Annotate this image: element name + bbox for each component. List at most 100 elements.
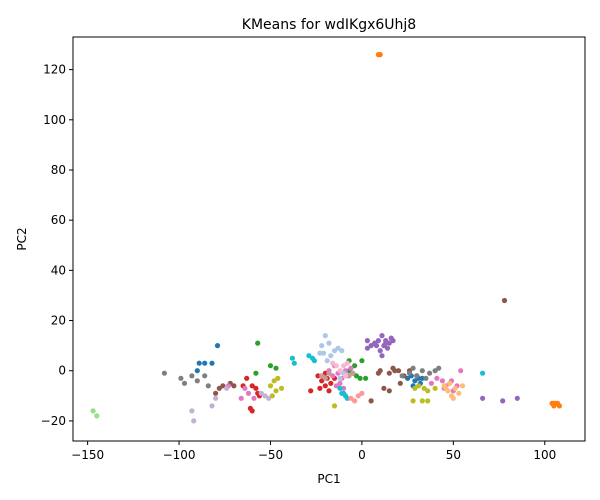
scatter-point-cluster-7 — [414, 373, 420, 379]
scatter-point-cluster-8 — [331, 403, 338, 409]
scatter-point-cluster-8 — [273, 388, 279, 394]
scatter-point-cluster-14 — [262, 393, 268, 399]
scatter-point-cluster-0 — [196, 360, 202, 366]
scatter-point-cluster-8 — [267, 383, 274, 389]
scatter-point-cluster-10 — [317, 350, 323, 356]
scatter-point-cluster-9 — [339, 390, 345, 396]
scatter-point-cluster-5 — [392, 368, 398, 374]
scatter-point-cluster-8 — [410, 398, 416, 404]
scatter-point-cluster-5 — [220, 383, 226, 389]
scatter-point-cluster-5 — [381, 385, 387, 391]
scatter-point-cluster-14 — [266, 395, 272, 401]
scatter-point-cluster-8 — [432, 385, 438, 391]
scatter-point-cluster-11 — [452, 385, 458, 391]
scatter-point-cluster-4 — [480, 395, 486, 401]
scatter-point-cluster-5 — [368, 398, 374, 404]
scatter-point-cluster-5 — [397, 380, 403, 386]
scatter-point-cluster-2 — [353, 373, 359, 379]
scatter-point-cluster-2 — [253, 370, 259, 376]
scatter-point-cluster-6 — [434, 375, 440, 381]
scatter-point-cluster-4 — [379, 353, 385, 359]
points-layer — [90, 52, 563, 424]
x-tick-label: −50 — [258, 448, 283, 462]
scatter-point-cluster-5 — [377, 368, 383, 374]
scatter-point-cluster-10 — [339, 348, 345, 354]
scatter-point-cluster-15 — [346, 373, 352, 379]
y-tick-label: 20 — [51, 314, 66, 328]
x-tick-label: 100 — [533, 448, 556, 462]
scatter-point-cluster-8 — [278, 385, 285, 391]
scatter-point-cluster-9 — [344, 395, 350, 401]
scatter-point-cluster-6 — [428, 380, 434, 386]
scatter-point-cluster-2 — [255, 340, 261, 346]
scatter-point-cluster-16 — [337, 368, 343, 374]
scatter-point-cluster-13 — [352, 398, 358, 404]
scatter-point-cluster-3 — [253, 385, 259, 391]
scatter-point-cluster-11 — [443, 385, 449, 391]
scatter-point-cluster-2 — [267, 363, 274, 369]
scatter-point-cluster-6 — [238, 395, 244, 401]
scatter-point-cluster-14 — [189, 408, 195, 414]
scatter-point-cluster-6 — [439, 378, 445, 384]
scatter-point-cluster-13 — [348, 395, 354, 401]
scatter-point-cluster-9 — [480, 370, 486, 376]
scatter-point-cluster-4 — [373, 343, 380, 349]
y-tick-label: 80 — [51, 163, 66, 177]
scatter-point-cluster-11 — [459, 383, 466, 389]
x-axis-label: PC1 — [317, 472, 340, 486]
scatter-point-cluster-16 — [342, 373, 349, 379]
chart-title: KMeans for wdIKgx6Uhj8 — [242, 17, 416, 33]
scatter-point-cluster-7 — [178, 375, 184, 381]
scatter-point-cluster-3 — [249, 408, 255, 414]
scatter-point-cluster-3 — [244, 375, 250, 381]
scatter-point-cluster-2 — [357, 375, 363, 381]
scatter-point-cluster-6 — [348, 365, 354, 371]
scatter-point-cluster-7 — [427, 370, 433, 376]
scatter-point-cluster-8 — [425, 398, 431, 404]
x-tick-label: 50 — [446, 448, 461, 462]
scatter-point-cluster-8 — [419, 398, 425, 404]
scatter-point-cluster-16 — [341, 363, 347, 369]
scatter-point-cluster-4 — [383, 340, 389, 346]
ticks-layer: −150 −100 −50 0 50 100 −20 0 20 40 60 80 100 120 — [41, 63, 557, 462]
scatter-point-cluster-10 — [319, 343, 325, 349]
scatter-point-cluster-6 — [458, 368, 464, 374]
scatter-point-cluster-1 — [556, 403, 563, 409]
scatter-point-cluster-3 — [317, 385, 323, 391]
scatter-point-cluster-7 — [399, 373, 405, 379]
scatter-point-cluster-2 — [359, 358, 365, 364]
scatter-point-cluster-5 — [386, 370, 392, 376]
scatter-point-cluster-5 — [395, 368, 402, 374]
scatter-point-cluster-7 — [194, 378, 200, 384]
scatter-point-cluster-7 — [419, 368, 425, 374]
scatter-point-cluster-7 — [202, 373, 208, 379]
scatter-point-cluster-3 — [249, 383, 255, 389]
scatter-point-cluster-2 — [352, 363, 358, 369]
scatter-point-cluster-4 — [514, 395, 520, 401]
scatter-point-cluster-10 — [322, 333, 328, 339]
scatter-point-cluster-10 — [326, 340, 332, 346]
scatter-point-cluster-5 — [386, 388, 392, 394]
y-tick-label: 40 — [51, 263, 66, 277]
scatter-point-cluster-0 — [194, 368, 200, 374]
scatter-point-cluster-7 — [436, 365, 442, 371]
scatter-point-cluster-6 — [330, 373, 336, 379]
x-tick-label: 0 — [358, 448, 366, 462]
scatter-point-cluster-8 — [271, 378, 277, 384]
scatter-point-cluster-6 — [333, 383, 339, 389]
y-tick-label: 100 — [43, 113, 66, 127]
scatter-point-cluster-6 — [242, 385, 248, 391]
scatter-point-cluster-2 — [273, 365, 279, 371]
x-tick-label: −150 — [71, 448, 104, 462]
scatter-point-cluster-16 — [344, 360, 350, 366]
scatter-point-cluster-12 — [94, 413, 100, 419]
y-tick-label: −20 — [41, 414, 66, 428]
scatter-point-cluster-5 — [213, 390, 219, 396]
scatter-point-cluster-0 — [209, 360, 215, 366]
scatter-point-cluster-3 — [322, 370, 328, 376]
scatter-point-cluster-9 — [291, 360, 297, 366]
scatter-point-cluster-10 — [328, 353, 334, 359]
scatter-point-cluster-10 — [337, 375, 343, 381]
scatter-point-cluster-3 — [315, 373, 321, 379]
scatter-point-cluster-14 — [213, 395, 219, 401]
